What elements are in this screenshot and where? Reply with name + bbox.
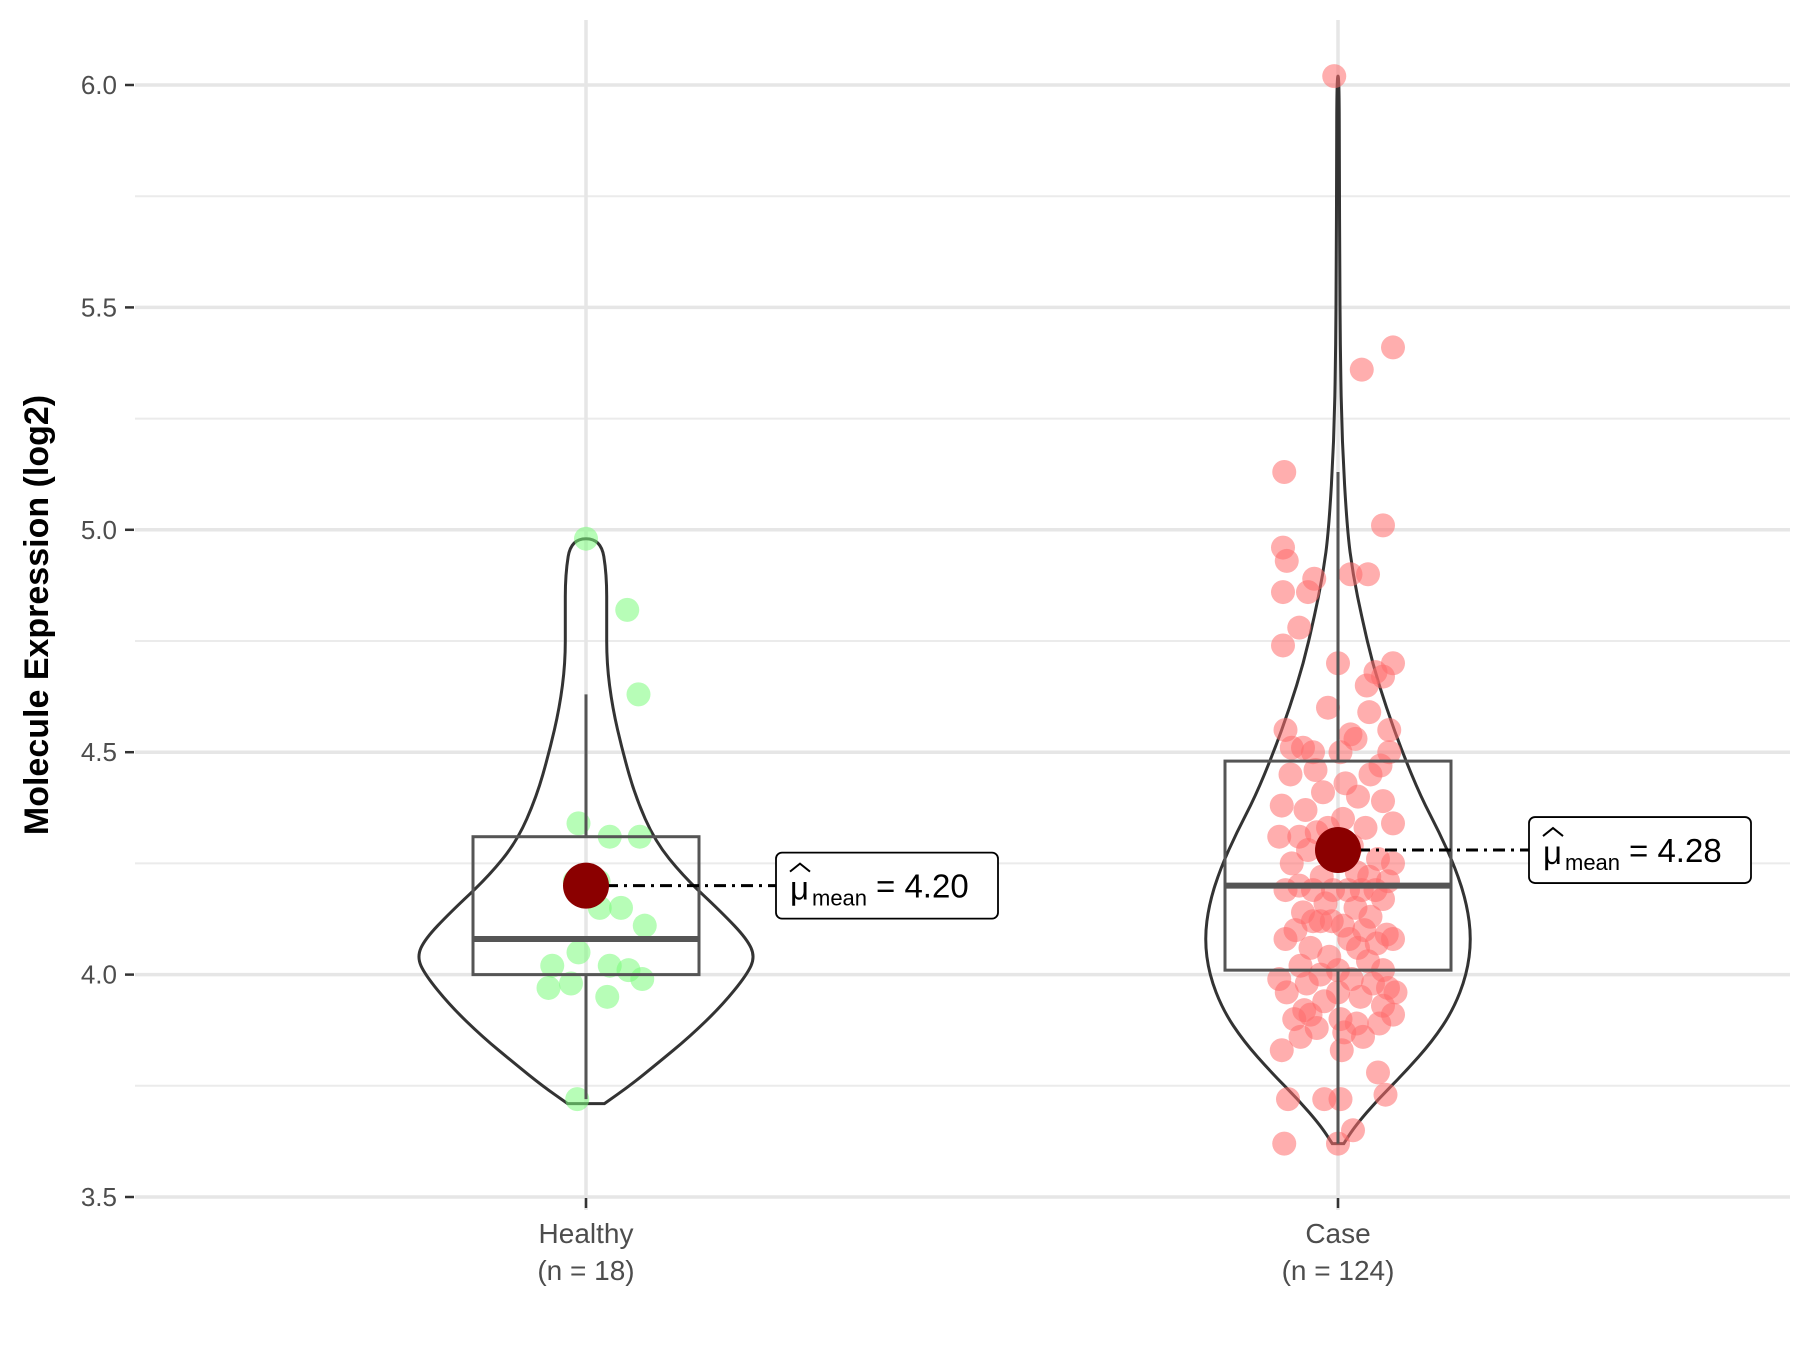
data-point [1341, 1118, 1365, 1143]
data-point [1377, 717, 1402, 742]
data-point [1356, 562, 1380, 587]
mean-marker [1315, 827, 1361, 874]
y-tick-label: 6.0 [81, 70, 117, 100]
data-point [1279, 851, 1304, 876]
data-point [1348, 984, 1373, 1009]
data-point [1296, 580, 1320, 605]
data-point [1371, 513, 1395, 538]
data-point [1276, 1087, 1300, 1112]
data-point [1353, 815, 1378, 840]
data-point [1271, 633, 1295, 658]
mean-subscript: mean [1565, 850, 1620, 875]
data-point [1267, 824, 1292, 849]
data-point [1328, 740, 1353, 765]
data-point [1311, 780, 1335, 805]
x-category-label: Healthy [539, 1218, 634, 1249]
data-point [1381, 335, 1405, 360]
data-point [1269, 1038, 1294, 1063]
data-point [1371, 789, 1395, 814]
y-axis-label: Molecule Expression (log2) [18, 395, 56, 835]
data-point [1351, 1024, 1375, 1049]
data-point [609, 895, 633, 920]
data-point [536, 975, 561, 1000]
data-point [1381, 811, 1405, 836]
box-iqr [471, 835, 701, 977]
data-point [1303, 757, 1328, 782]
data-point [1274, 980, 1299, 1005]
box-plots [471, 471, 1453, 1144]
data-point [632, 913, 657, 938]
mean-mu-symbol: μ [790, 870, 809, 907]
data-point [1301, 909, 1325, 934]
data-point [1367, 1011, 1392, 1036]
data-point [1358, 762, 1383, 787]
data-point [1272, 1131, 1297, 1156]
data-point [566, 940, 591, 965]
mean-value: = 4.28 [1629, 832, 1722, 869]
x-category-count: (n = 18) [537, 1255, 634, 1286]
data-point [1371, 886, 1395, 911]
data-point [1287, 615, 1312, 640]
x-category-count: (n = 124) [1282, 1255, 1395, 1286]
data-point [1273, 927, 1298, 952]
data-point [630, 967, 655, 992]
mean-label-box [775, 851, 999, 920]
data-point [1301, 740, 1325, 765]
data-point [559, 971, 583, 996]
data-point [574, 526, 598, 551]
mean-mu-symbol: μ [1543, 834, 1562, 871]
data-point [626, 682, 651, 707]
data-point [1322, 64, 1347, 89]
mean-value: = 4.20 [876, 868, 969, 905]
data-point [1273, 878, 1298, 903]
data-point [597, 953, 622, 978]
x-category-label: Case [1305, 1218, 1370, 1249]
data-point [1338, 562, 1363, 587]
data-points [536, 64, 1408, 1156]
y-tick-label: 3.5 [81, 1182, 117, 1212]
data-point [1288, 1024, 1313, 1049]
data-point [1328, 1087, 1353, 1112]
axes: 3.5 4.0 4.5 5.0 5.5 6.0 Healthy (n = 18) Case (n … [81, 70, 1395, 1286]
y-tick-label: 5.5 [81, 292, 117, 322]
data-point [1293, 798, 1318, 823]
data-point [1316, 695, 1340, 720]
box-iqr [1223, 759, 1453, 972]
data-point [1272, 459, 1297, 484]
mean-hat [1542, 826, 1564, 837]
mean-marker [563, 862, 609, 909]
data-point [1357, 700, 1382, 725]
data-point [1271, 580, 1295, 605]
data-point [615, 597, 640, 622]
data-point [1381, 927, 1405, 952]
data-point [1366, 1060, 1390, 1085]
data-point [1296, 838, 1320, 863]
y-tick-label: 4.0 [81, 960, 117, 990]
mean-annotations: μ mean = 4.20μ mean = 4.28 [563, 816, 1752, 920]
data-point [1274, 548, 1299, 573]
data-point [1346, 784, 1370, 809]
data-point [595, 984, 620, 1009]
data-point [1354, 673, 1379, 698]
data-point [1298, 935, 1323, 960]
grid-lines [135, 20, 1790, 1210]
data-point [1278, 762, 1303, 787]
data-point [540, 953, 565, 978]
y-tick-label: 5.0 [81, 515, 117, 545]
y-tick-label: 4.5 [81, 737, 117, 767]
mean-subscript: mean [812, 886, 867, 911]
data-point [1349, 357, 1374, 382]
data-point [565, 1087, 590, 1112]
mean-label-box [1528, 816, 1752, 884]
mean-hat [789, 862, 811, 873]
data-point [1329, 1038, 1354, 1063]
data-point [1294, 971, 1319, 996]
data-point [1269, 793, 1294, 818]
data-point [1373, 1082, 1398, 1107]
